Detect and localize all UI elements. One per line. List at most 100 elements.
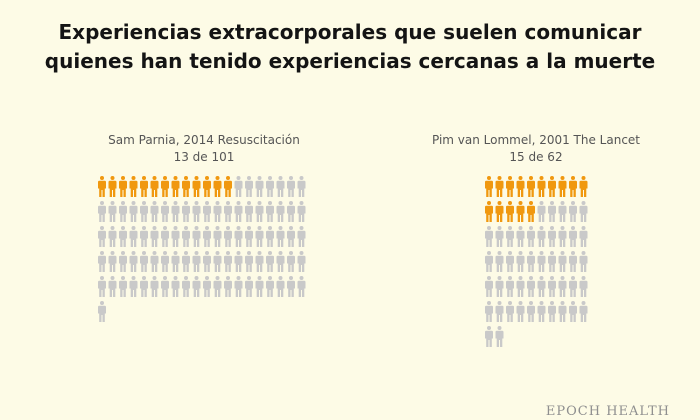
person-icon — [119, 251, 127, 272]
person-icon — [506, 251, 514, 272]
person-icon — [192, 226, 201, 247]
person-icon — [171, 176, 180, 197]
person-icon — [527, 301, 535, 322]
person-icon — [506, 226, 514, 247]
person-icon — [234, 276, 243, 297]
person-icon — [297, 276, 306, 297]
person-icon — [234, 226, 243, 247]
person-icon — [579, 201, 588, 222]
person-icon — [213, 201, 222, 222]
person-icon — [569, 176, 577, 197]
person-icon — [182, 226, 190, 247]
person-icon — [161, 201, 169, 222]
person-icon — [98, 251, 106, 272]
person-icon — [569, 201, 577, 222]
person-icon — [192, 201, 201, 222]
person-icon — [579, 226, 588, 247]
person-icon — [579, 251, 588, 272]
person-icon — [108, 201, 117, 222]
person-icon — [516, 276, 525, 297]
person-icon — [569, 301, 577, 322]
person-icon — [255, 251, 264, 272]
person-icon — [98, 176, 106, 197]
person-icon — [266, 251, 274, 272]
person-icon — [108, 176, 117, 197]
person-icon — [129, 176, 138, 197]
person-icon — [485, 226, 493, 247]
person-icon — [495, 251, 504, 272]
person-icon — [527, 226, 535, 247]
person-icon — [150, 176, 159, 197]
person-icon — [506, 276, 514, 297]
study-label: Sam Parnia, 2014 Resuscitación — [108, 133, 300, 147]
person-icon — [192, 251, 201, 272]
person-icon — [548, 226, 556, 247]
person-icon — [558, 251, 567, 272]
person-icon — [213, 276, 222, 297]
person-icon — [234, 176, 243, 197]
person-icon — [537, 301, 546, 322]
person-icon — [485, 326, 493, 347]
person-icon — [276, 176, 285, 197]
person-icon — [234, 201, 243, 222]
person-icon — [495, 301, 504, 322]
person-icon — [150, 276, 159, 297]
person-icon — [569, 251, 577, 272]
person-icon — [558, 226, 567, 247]
person-icon — [548, 301, 556, 322]
person-icon — [150, 201, 159, 222]
person-icon — [558, 301, 567, 322]
person-icon — [516, 176, 525, 197]
person-icon — [485, 251, 493, 272]
person-icon — [287, 201, 295, 222]
person-icon — [506, 201, 514, 222]
person-icon — [98, 301, 106, 322]
person-icon — [297, 201, 306, 222]
person-icon — [129, 201, 138, 222]
person-icon — [297, 226, 306, 247]
person-icon — [171, 276, 180, 297]
person-icon — [245, 201, 253, 222]
person-icon — [129, 276, 138, 297]
person-icon — [213, 176, 222, 197]
person-icon — [119, 226, 127, 247]
person-icon — [140, 176, 148, 197]
person-icon — [203, 201, 211, 222]
person-icon — [203, 276, 211, 297]
person-icon — [276, 276, 285, 297]
person-icon — [579, 276, 588, 297]
person-grid — [485, 176, 588, 347]
person-icon — [485, 276, 493, 297]
person-icon — [98, 226, 106, 247]
person-icon — [495, 326, 504, 347]
person-icon — [287, 251, 295, 272]
person-icon — [245, 176, 253, 197]
person-icon — [558, 176, 567, 197]
person-icon — [171, 251, 180, 272]
person-icon — [119, 176, 127, 197]
person-icon — [516, 251, 525, 272]
person-icon — [224, 251, 232, 272]
person-icon — [161, 276, 169, 297]
person-icon — [213, 226, 222, 247]
chart-title: Experiencias extracorporales que suelen … — [44, 20, 656, 73]
person-icon — [537, 276, 546, 297]
person-icon — [287, 226, 295, 247]
person-icon — [140, 251, 148, 272]
person-icon — [108, 226, 117, 247]
person-icon — [548, 251, 556, 272]
person-icon — [266, 201, 274, 222]
person-icon — [140, 201, 148, 222]
person-icon — [245, 251, 253, 272]
person-icon — [171, 201, 180, 222]
person-icon — [224, 176, 232, 197]
person-icon — [171, 226, 180, 247]
person-icon — [234, 251, 243, 272]
person-icon — [182, 276, 190, 297]
person-icon — [150, 226, 159, 247]
person-icon — [266, 276, 274, 297]
person-icon — [255, 226, 264, 247]
person-icon — [255, 276, 264, 297]
person-icon — [276, 201, 285, 222]
person-icon — [485, 176, 493, 197]
